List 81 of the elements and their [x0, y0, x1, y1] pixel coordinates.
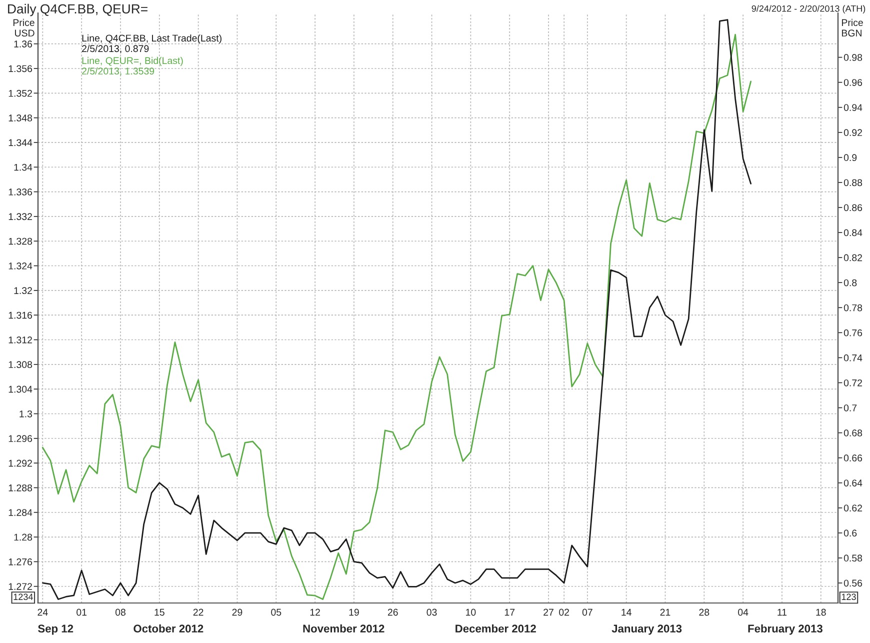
- y-tick-label: 1.316: [8, 312, 32, 319]
- y2-tick-label: 0.86: [844, 204, 862, 212]
- chart-subtitle: 9/24/2012 - 2/20/2013 (ATH): [752, 5, 866, 14]
- y2-tick-label: 0.96: [844, 79, 862, 86]
- x-tick-label: 05: [271, 608, 282, 616]
- x-tick-label: 17: [504, 608, 515, 616]
- text: February 2013: [748, 624, 822, 635]
- y2-tick-label: 0.66: [844, 454, 862, 462]
- y-tick-label: 1.304: [8, 386, 32, 393]
- x-tick-label: 14: [622, 608, 632, 616]
- y-tick-label: 1.296: [8, 435, 32, 442]
- x-tick-label: 28: [699, 608, 710, 616]
- x-tick-label: 22: [193, 608, 204, 616]
- x-tick-label: 24: [38, 608, 48, 616]
- y2-tick-label: 0.6: [844, 530, 857, 537]
- x-tick-label: 19: [349, 608, 359, 616]
- y-tick-label: 1.332: [8, 213, 32, 220]
- text: 123: [842, 594, 856, 600]
- y-tick-label: 1.336: [8, 188, 32, 196]
- chart-title: Daily Q4CF.BB, QEUR=: [8, 4, 148, 16]
- y2-tick-label: 0.58: [844, 554, 862, 562]
- y-tick-label: 1.284: [8, 509, 32, 516]
- y2-tick-label: 0.9: [844, 154, 857, 162]
- y2-tick-label: 0.68: [844, 430, 862, 436]
- y2-tick-label: 0.56: [844, 580, 862, 587]
- y-tick-label: 1.324: [8, 262, 32, 270]
- y2-tick-label: 0.92: [844, 129, 862, 136]
- y-tick-label: 1.36: [14, 40, 32, 48]
- y2-tick-label: 0.78: [844, 304, 862, 312]
- x-tick-label: 10: [466, 608, 476, 616]
- y-tick-label: 1.308: [8, 361, 32, 368]
- y-tick-label: 1.356: [8, 65, 32, 72]
- y-tick-label: 1.344: [8, 139, 32, 146]
- x-tick-label: 02: [559, 608, 569, 616]
- x-tick-label: 01: [76, 608, 87, 616]
- text: Line, Q4CF.BB, Last Trade(Last) 2/5/2013, 0.879: [82, 34, 222, 54]
- text: October 2012: [134, 624, 204, 633]
- y2-tick-label: 0.7: [844, 404, 857, 412]
- y-tick-label: 1.352: [8, 90, 32, 97]
- y2-tick-label: 0.64: [844, 480, 862, 486]
- x-tick-label: 11: [778, 608, 787, 616]
- y2-tick-label: 0.76: [844, 329, 862, 336]
- y2-tick-label: 0.72: [844, 379, 862, 386]
- text: Line, QEUR=, Bid(Last) 2/5/2013, 1.3539: [82, 56, 183, 76]
- y-tick-label: 1.3: [20, 410, 32, 418]
- y2-tick-label: 0.98: [844, 54, 862, 61]
- y-tick-label: 1.348: [8, 114, 32, 122]
- text: December 2012: [456, 624, 536, 633]
- x-tick-label: 21: [660, 608, 670, 616]
- y-tick-label: 1.34: [14, 164, 32, 171]
- x-tick-label: 08: [115, 608, 126, 616]
- text: November 2012: [303, 624, 384, 633]
- y2-tick-label: 0.8: [844, 279, 857, 286]
- x-tick-label: 18: [816, 608, 826, 616]
- y2-tick-label: 0.62: [844, 504, 862, 512]
- x-tick-label: 04: [738, 608, 748, 616]
- x-tick-label: 12: [310, 608, 320, 616]
- y2-tick-label: 0.88: [844, 179, 862, 186]
- x-tick-label: 15: [154, 608, 164, 616]
- y-tick-label: 1.328: [8, 238, 32, 245]
- y-tick-label: 1.292: [8, 460, 32, 467]
- y2-tick-label: 0.74: [844, 354, 862, 362]
- x-tick-label: 03: [426, 608, 437, 616]
- y-axis-title: Price USD: [13, 18, 34, 37]
- y-tick-label: 1.32: [14, 287, 32, 294]
- y-tick-label: 1.276: [8, 558, 32, 566]
- y2-axis-title: Price BGN: [842, 18, 863, 37]
- y-tick-label: 1.28: [14, 534, 32, 541]
- x-tick-label: 26: [388, 608, 398, 616]
- x-tick-label: 07: [582, 608, 592, 616]
- x-tick-label: 27: [544, 608, 554, 616]
- y2-tick-label: 0.84: [844, 229, 862, 236]
- y-tick-label: 1.312: [8, 336, 32, 344]
- text: 1234: [14, 594, 33, 600]
- y-tick-label: 1.288: [8, 484, 32, 492]
- y2-tick-label: 0.82: [844, 254, 862, 262]
- text: Sep 12: [38, 624, 74, 635]
- y-tick-label: 1.272: [8, 583, 32, 590]
- text: January 2013: [612, 624, 682, 635]
- x-tick-label: 29: [232, 608, 242, 616]
- y2-tick-label: 0.94: [844, 104, 862, 111]
